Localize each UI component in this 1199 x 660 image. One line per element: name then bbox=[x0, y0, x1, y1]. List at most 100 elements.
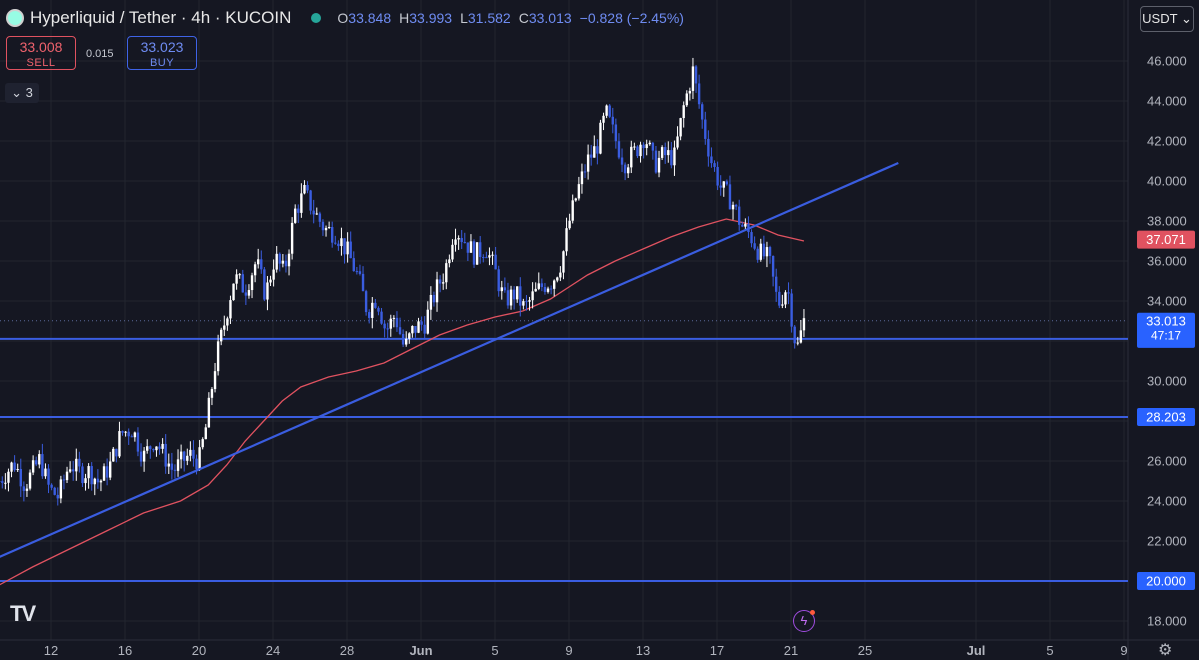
candle-body bbox=[469, 241, 473, 253]
candle-body bbox=[457, 237, 460, 240]
candle bbox=[531, 282, 534, 309]
candle-body bbox=[22, 486, 26, 491]
candle bbox=[136, 427, 140, 457]
candle bbox=[522, 298, 525, 310]
candle bbox=[235, 269, 238, 290]
candle-body bbox=[78, 458, 81, 467]
candle-body bbox=[580, 171, 584, 185]
candle-body bbox=[204, 427, 207, 440]
indicators-toggle-button[interactable]: ⌄ 3 bbox=[5, 83, 39, 103]
candle-body bbox=[697, 83, 701, 105]
candle-body bbox=[531, 291, 534, 301]
candle bbox=[139, 443, 143, 467]
candle bbox=[710, 147, 713, 168]
candle bbox=[368, 309, 371, 324]
candle bbox=[716, 161, 719, 191]
candle bbox=[442, 273, 445, 290]
candle bbox=[509, 285, 513, 310]
candle bbox=[284, 254, 288, 273]
candle-body bbox=[315, 213, 318, 215]
candle bbox=[309, 189, 312, 215]
candle-body bbox=[4, 482, 7, 484]
market-status-icon[interactable] bbox=[311, 13, 322, 23]
candle-body bbox=[556, 277, 559, 281]
candle-body bbox=[417, 321, 420, 333]
candle-body bbox=[512, 289, 516, 300]
candle-body bbox=[654, 150, 658, 173]
candle-body bbox=[189, 449, 192, 456]
candle-body bbox=[223, 325, 226, 330]
lightning-icon[interactable]: ϟ bbox=[793, 610, 815, 632]
candle bbox=[343, 238, 346, 264]
candle-body bbox=[577, 184, 581, 199]
candle bbox=[796, 336, 799, 346]
candle-body bbox=[762, 243, 766, 257]
candle-body bbox=[290, 222, 294, 254]
candle-body bbox=[553, 280, 556, 289]
candle-body bbox=[13, 462, 16, 471]
candle bbox=[31, 455, 35, 476]
tradingview-logo-icon[interactable]: TV bbox=[10, 601, 36, 626]
candle bbox=[784, 290, 787, 309]
currency-button[interactable]: USDT ⌄ bbox=[1140, 6, 1194, 32]
candle bbox=[596, 139, 599, 165]
candle-body bbox=[115, 448, 118, 457]
candle bbox=[269, 275, 272, 287]
open-value: 33.848 bbox=[348, 10, 392, 26]
time-tick-label: 9 bbox=[565, 643, 572, 658]
candle bbox=[56, 487, 59, 506]
candle bbox=[294, 204, 297, 224]
candle-body bbox=[408, 333, 411, 339]
candle-body bbox=[272, 269, 275, 280]
candle bbox=[99, 479, 103, 492]
time-tick-label: 21 bbox=[784, 643, 798, 658]
candle-body bbox=[207, 397, 211, 428]
candle-body bbox=[102, 466, 106, 481]
candle bbox=[429, 286, 433, 320]
time-tick-label: 9 bbox=[1120, 643, 1127, 658]
buy-button[interactable]: 33.023 BUY bbox=[127, 36, 197, 70]
candle-body bbox=[633, 146, 636, 148]
candle bbox=[679, 117, 682, 141]
candle-body bbox=[775, 276, 778, 292]
candle-body bbox=[451, 244, 454, 260]
candle bbox=[161, 438, 164, 454]
candle bbox=[155, 446, 158, 457]
candle bbox=[519, 277, 522, 317]
candle-body bbox=[516, 286, 519, 300]
candle bbox=[75, 448, 78, 481]
chart-header: Hyperliquid / Tether · 4h · KUCOIN O33.8… bbox=[6, 8, 684, 28]
candle bbox=[676, 126, 679, 150]
candle-body bbox=[771, 255, 775, 277]
candle bbox=[7, 468, 10, 492]
candle-body bbox=[294, 208, 297, 223]
level-price-label: 28.203 bbox=[1137, 407, 1195, 426]
gear-icon[interactable]: ⚙ bbox=[1158, 642, 1173, 659]
candle bbox=[272, 259, 275, 287]
candle bbox=[787, 282, 790, 305]
sell-button[interactable]: 33.008 SELL bbox=[6, 36, 76, 70]
candle bbox=[62, 474, 66, 490]
symbol-title[interactable]: Hyperliquid / Tether · 4h · KUCOIN bbox=[30, 8, 292, 27]
candle bbox=[44, 463, 47, 479]
candle-body bbox=[44, 468, 47, 477]
candle bbox=[158, 442, 161, 455]
candle-body bbox=[506, 290, 510, 306]
candle-body bbox=[722, 181, 725, 188]
candle-body bbox=[741, 224, 744, 227]
candle-body bbox=[65, 471, 69, 481]
candle bbox=[614, 118, 618, 149]
candle-body bbox=[787, 292, 790, 294]
candle-body bbox=[300, 193, 303, 213]
candle bbox=[349, 231, 352, 259]
candle-body bbox=[429, 294, 433, 310]
candle bbox=[664, 142, 667, 164]
candle-body bbox=[528, 300, 531, 302]
candle bbox=[93, 477, 96, 496]
candle bbox=[405, 331, 408, 347]
candle bbox=[374, 298, 377, 309]
candle bbox=[417, 317, 420, 334]
candle bbox=[485, 251, 488, 259]
candle-body bbox=[324, 227, 328, 231]
